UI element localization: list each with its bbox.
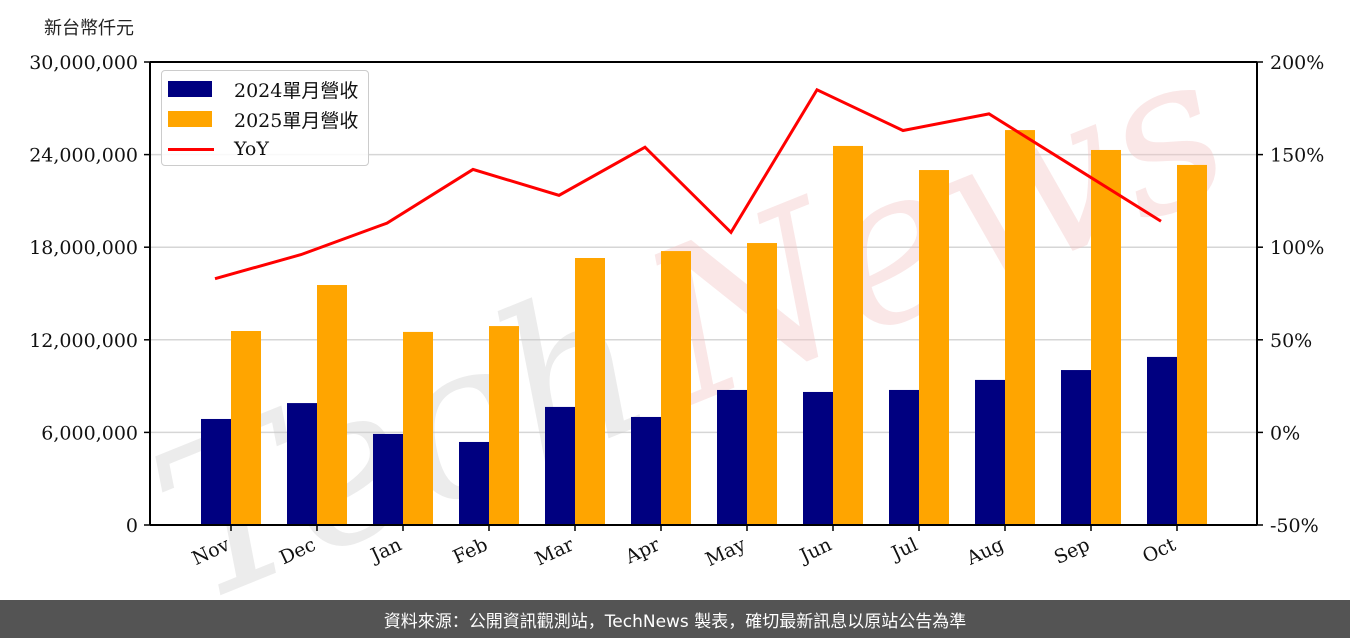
right-tick-label: 150% <box>1270 145 1324 167</box>
right-tick-label: -50% <box>1270 515 1319 537</box>
left-axis-ticks: 0 6,000,000 12,000,000 18,000,000 24,000,000… <box>29 52 150 537</box>
right-tick-label: 0% <box>1270 422 1300 444</box>
legend-label-2025: 2025單月營收 <box>234 109 359 132</box>
left-tick-label: 30,000,000 <box>29 52 138 74</box>
legend: 2024單月營收 2025單月營收 YoY <box>161 70 369 166</box>
bar-2024-may <box>717 389 747 525</box>
bar-2024-aug <box>975 379 1005 525</box>
source-footer: 資料來源：公開資訊觀測站，TechNews 製表，確切最新訊息以原站公告為準 <box>0 600 1350 638</box>
x-tick-label-apr: Apr <box>621 533 664 569</box>
legend-item-2025: 2025單月營收 <box>168 107 359 132</box>
bar-2024-jun <box>803 391 833 525</box>
left-tick-label: 24,000,000 <box>29 145 138 167</box>
left-tick-label: 6,000,000 <box>41 422 138 444</box>
x-tick-label-jul: Jul <box>886 534 921 566</box>
bar-2025-may <box>747 243 777 525</box>
x-tick-label-may: May <box>702 533 749 571</box>
yoy-line <box>214 87 1162 281</box>
bar-2025-nov <box>231 331 261 525</box>
bar-2024-oct <box>1147 356 1177 525</box>
bar-2025-jan <box>403 331 433 525</box>
right-tick-label: 100% <box>1270 237 1324 259</box>
legend-swatch-2024 <box>168 81 212 97</box>
bar-2024-jul <box>889 389 919 525</box>
axes <box>149 61 1258 526</box>
left-tick-label: 12,000,000 <box>29 330 138 352</box>
bar-2024-dec <box>287 403 317 525</box>
bar-2025-apr <box>661 251 691 525</box>
right-tick-label: 50% <box>1270 330 1312 352</box>
y-axis-unit-label: 新台幣仟元 <box>44 18 134 39</box>
yoy-polyline <box>214 87 1162 281</box>
bar-2024-nov <box>201 418 231 525</box>
bar-2024-jan <box>373 433 403 525</box>
bar-2024-apr <box>631 416 661 525</box>
bar-2025-oct <box>1177 164 1207 525</box>
legend-label-yoy: YoY <box>234 138 269 160</box>
legend-label-2024: 2024單月營收 <box>234 79 359 102</box>
legend-item-yoy: YoY <box>168 137 269 161</box>
right-tick-label: 200% <box>1270 52 1324 74</box>
bar-2025-mar <box>575 258 605 525</box>
bar-2024-feb <box>459 441 489 525</box>
bar-2025-sep <box>1091 149 1121 525</box>
bar-2025-feb <box>489 326 519 525</box>
legend-line-yoy <box>168 147 214 151</box>
chart-canvas: TechNews 06,000,00012,000,00018,000,0002… <box>29 2 1324 600</box>
bar-2025-jul <box>919 170 949 526</box>
right-axis-ticks: -50% 0% 50% 100% 150% 200% <box>1257 52 1324 537</box>
left-tick-label: 18,000,000 <box>29 237 138 259</box>
bar-2025-dec <box>317 285 347 525</box>
x-tick-label-sep: Sep <box>1051 534 1093 569</box>
bars <box>201 130 1207 526</box>
x-tick-label-oct: Oct <box>1139 533 1179 567</box>
left-tick-label: 0 <box>126 515 138 537</box>
source-text: 資料來源：公開資訊觀測站，TechNews 製表，確切最新訊息以原站公告為準 <box>383 611 967 632</box>
x-tick-label-jun: Jun <box>795 534 835 568</box>
x-tick-label-aug: Aug <box>962 534 1007 570</box>
x-tick-label-mar: Mar <box>532 533 578 570</box>
legend-swatch-2025 <box>168 111 212 127</box>
bar-2025-aug <box>1005 130 1035 525</box>
bar-2025-jun <box>833 145 863 525</box>
legend-item-2024: 2024單月營收 <box>168 77 359 102</box>
bar-2024-mar <box>545 406 575 525</box>
bar-2024-sep <box>1061 370 1091 525</box>
